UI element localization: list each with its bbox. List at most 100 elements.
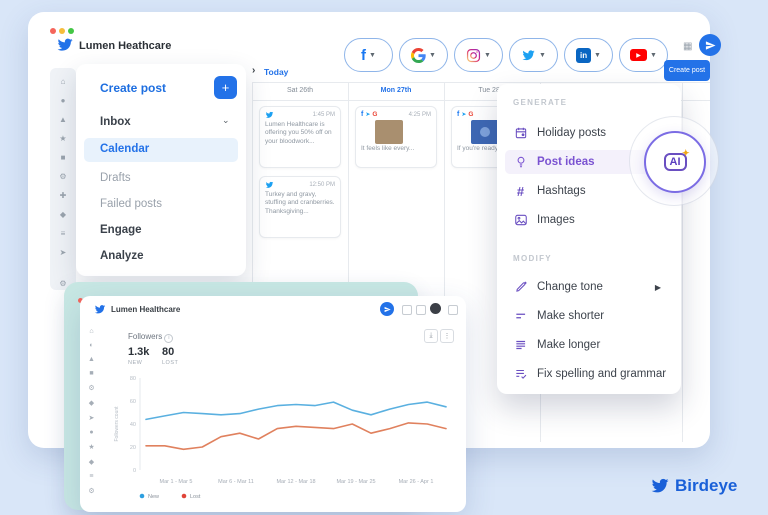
menu-item-label: Change tone	[537, 281, 603, 293]
rail-icon[interactable]: ◆	[88, 459, 95, 466]
create-post-button[interactable]: Create post	[664, 60, 710, 81]
channel-pill-google[interactable]: ▼	[399, 38, 448, 72]
send-button[interactable]	[699, 34, 721, 56]
apps-grid-icon[interactable]: ▦	[683, 41, 693, 52]
birdeye-logo-icon	[57, 38, 73, 51]
rail-icon[interactable]: ◐	[89, 342, 94, 349]
window-controls[interactable]	[50, 21, 77, 39]
post-image-thumbnail	[471, 120, 499, 144]
media-icon[interactable]: ■	[60, 153, 66, 162]
channel-pill-facebook[interactable]: f ▼	[344, 38, 393, 72]
menu-item-label: Fix spelling and grammar	[537, 368, 667, 380]
facebook-icon: f	[457, 111, 460, 118]
download-icon[interactable]: ⤓	[424, 329, 438, 343]
paper-plane-icon	[705, 40, 716, 50]
star-icon[interactable]: ★	[59, 134, 67, 143]
ai-assistant-button[interactable]: AI ✦	[644, 131, 706, 193]
menu-item-images[interactable]: Images	[505, 208, 673, 232]
plus-icon: +	[221, 80, 230, 95]
window-title: Lumen Heathcare	[79, 40, 172, 52]
rail-icon[interactable]: ➤	[88, 415, 95, 422]
rail-icon[interactable]: ▲	[88, 356, 95, 363]
stat-value-lost: 80	[162, 346, 175, 358]
chevron-down-icon: ▼	[594, 51, 601, 59]
maximize-window-icon[interactable]	[68, 28, 74, 34]
channel-pill-linkedin[interactable]: in ▼	[564, 38, 613, 72]
rail-icon[interactable]: ◆	[88, 400, 95, 407]
sidebar-item-calendar[interactable]: Calendar	[84, 138, 238, 162]
menu-icon[interactable]: ≡	[60, 229, 66, 238]
channel-pill-youtube[interactable]: ▶ ▼	[619, 38, 668, 72]
header-icon[interactable]	[402, 305, 412, 315]
chevron-down-icon[interactable]: ⌄	[222, 115, 230, 125]
chevron-down-icon: ▼	[650, 51, 657, 59]
ai-badge: AI ✦	[663, 148, 690, 171]
menu-item-label: Hashtags	[537, 185, 586, 197]
sidebar-item-inbox[interactable]: Inbox	[100, 116, 131, 128]
close-window-icon[interactable]	[50, 28, 56, 34]
svg-text:Lost: Lost	[190, 494, 201, 500]
sidebar-item-drafts[interactable]: Drafts	[100, 172, 131, 184]
today-link[interactable]: Today	[264, 67, 289, 77]
plus-icon[interactable]: ✚	[59, 191, 67, 200]
menu-item-change-tone[interactable]: Change tone ▶	[505, 275, 673, 299]
post-card[interactable]: 1:45 PM Lumen Healthcare is offering you…	[259, 106, 341, 168]
rail-icon[interactable]: ★	[88, 444, 95, 451]
plus-button[interactable]: +	[214, 76, 237, 99]
rail-icon[interactable]: ●	[89, 429, 94, 436]
home-icon[interactable]: ⌂	[60, 77, 66, 86]
twitter-icon	[522, 49, 535, 60]
analytics-window: Lumen Healthcare ⌂ ◐ ▲ ■ ⚙ ◆ ➤ ● ★ ◆ ≡ ⚙ Followers …	[80, 296, 466, 512]
footer-brand-name: Birdeye	[675, 476, 738, 495]
post-card[interactable]: 12:50 PM Turkey and gravy, stuffing and …	[259, 176, 341, 238]
info-icon[interactable]: i	[164, 334, 174, 343]
rail-icon[interactable]: ⚙	[88, 488, 95, 495]
settings-icon[interactable]: ⚙	[59, 279, 67, 288]
twitter-icon: ➤	[461, 112, 467, 118]
menu-item-fix-spelling[interactable]: Fix spelling and grammar	[505, 362, 673, 386]
share-icon[interactable]: ▲	[59, 115, 67, 124]
rail-icon[interactable]: ⚙	[88, 385, 95, 392]
header-icon[interactable]	[448, 305, 458, 315]
calendar-column-header: Tue 28th	[478, 87, 506, 94]
kebab-menu-icon[interactable]: ⋮	[440, 329, 454, 343]
stat-value-new: 1.3k	[128, 346, 150, 358]
gear-icon[interactable]: ⚙	[59, 172, 67, 181]
send-icon[interactable]: ➤	[59, 248, 67, 257]
send-button[interactable]	[380, 302, 394, 316]
svg-text:20: 20	[130, 445, 136, 451]
post-text: It feels like every...	[361, 145, 415, 152]
image-icon	[513, 213, 528, 228]
post-text: Turkey and gravy, stuffing and cranberri…	[265, 191, 335, 215]
menu-item-label: Make longer	[537, 339, 601, 351]
metric-title: Followers i	[128, 332, 174, 343]
channel-pill-twitter[interactable]: ▼	[509, 38, 558, 72]
modify-section-title: MODIFY	[513, 254, 552, 263]
channel-pill-instagram[interactable]: ▼	[454, 38, 503, 72]
menu-item-hashtags[interactable]: # Hashtags	[505, 179, 673, 203]
youtube-icon: ▶	[630, 49, 648, 61]
svg-text:Mar 19 - Mar 25: Mar 19 - Mar 25	[336, 479, 375, 485]
chevron-down-icon: ▼	[429, 51, 436, 59]
menu-item-holiday-posts[interactable]: Holiday posts	[505, 121, 673, 145]
minimize-window-icon[interactable]	[59, 28, 65, 34]
sidebar-item-analyze[interactable]: Analyze	[100, 250, 144, 262]
google-icon: G	[372, 111, 378, 118]
menu-item-make-shorter[interactable]: Make shorter	[505, 304, 673, 328]
chat-icon[interactable]: ●	[60, 96, 66, 105]
header-icon[interactable]	[416, 305, 426, 315]
post-card[interactable]: f ➤ G 4:25 PM It feels like every...	[355, 106, 437, 168]
svg-text:80: 80	[130, 376, 136, 382]
menu-item-make-longer[interactable]: Make longer	[505, 333, 673, 357]
sidebar-item-create-post[interactable]: Create post	[100, 81, 167, 95]
sparkle-icon: ✦	[681, 148, 690, 158]
rail-icon[interactable]: ≡	[89, 473, 94, 480]
twitter-icon	[265, 111, 274, 118]
avatar[interactable]	[430, 303, 441, 314]
rail-icon[interactable]: ⌂	[89, 328, 94, 335]
chevron-right-icon[interactable]: ›	[252, 65, 256, 76]
sidebar-item-engage[interactable]: Engage	[100, 224, 142, 236]
rail-icon[interactable]: ■	[89, 370, 94, 377]
layers-icon[interactable]: ◆	[59, 210, 67, 219]
sidebar-item-failed-posts[interactable]: Failed posts	[100, 198, 163, 210]
